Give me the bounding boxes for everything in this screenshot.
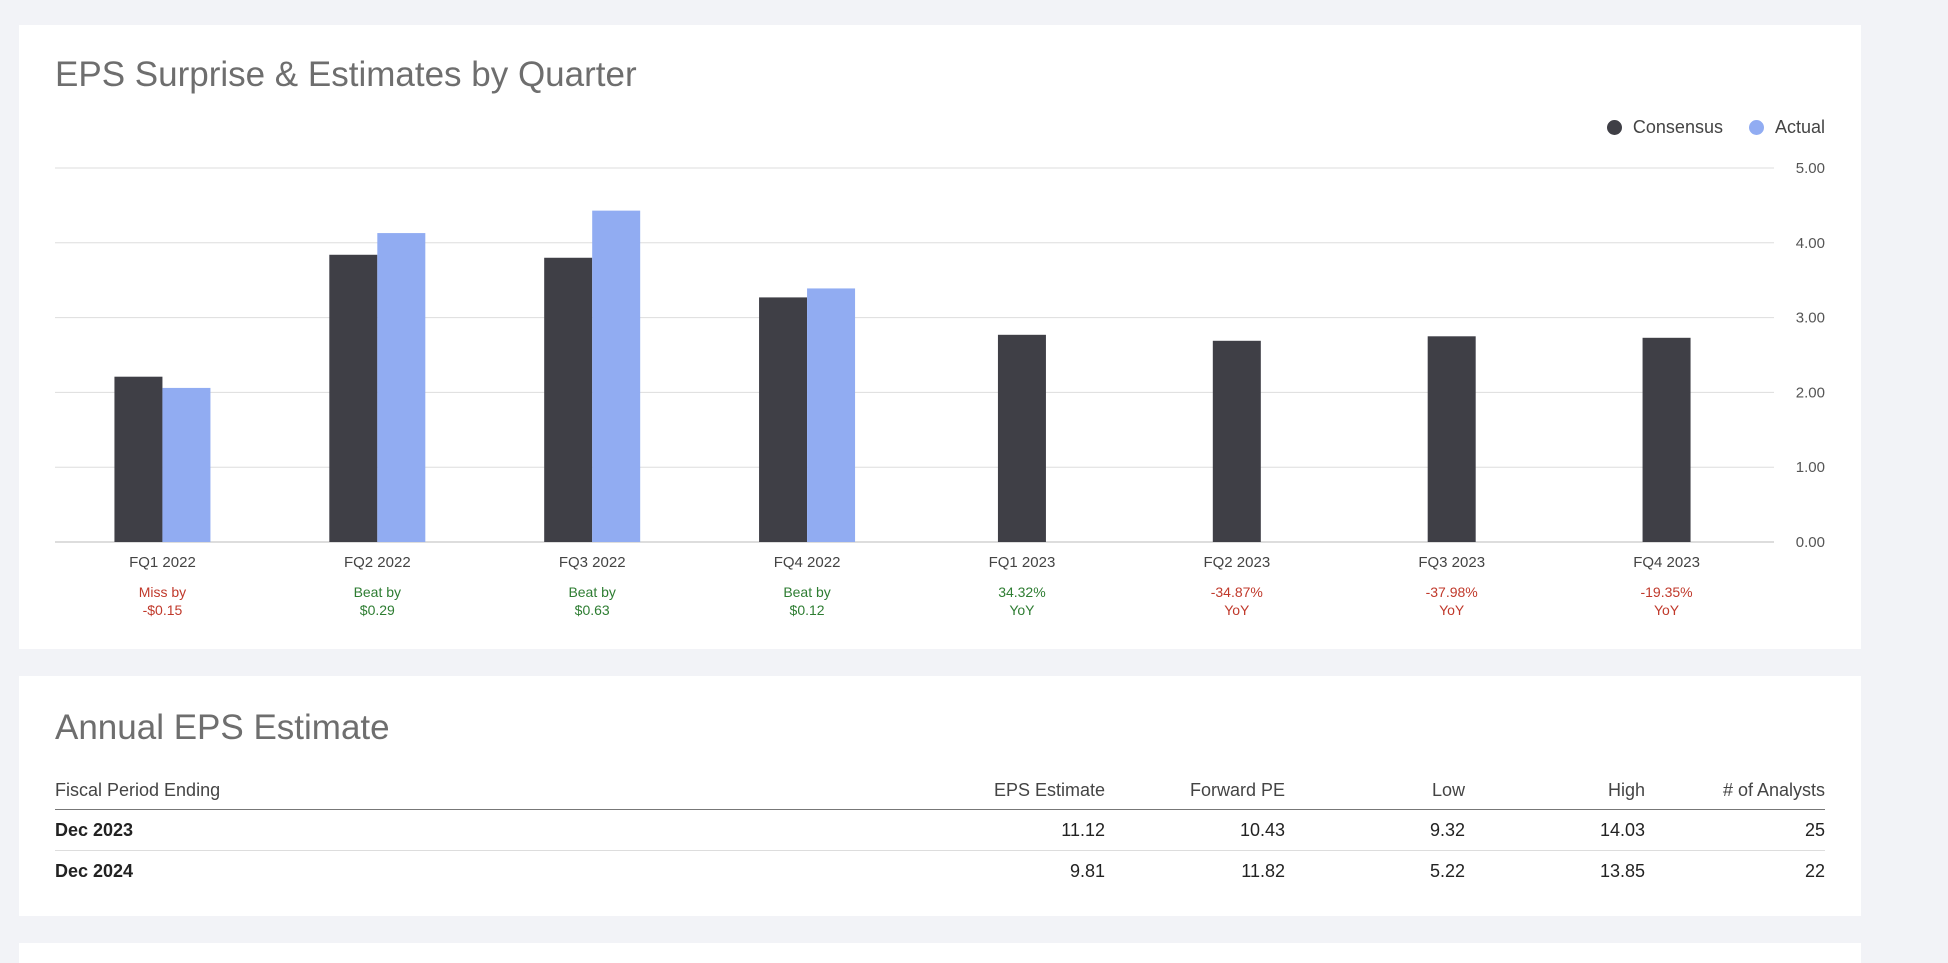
annual-eps-card: Annual EPS Estimate Fiscal Period Ending… [19,676,1861,916]
x-tick-label: FQ2 2023 [1203,554,1270,571]
cell-low: 5.22 [1429,860,1465,881]
consensus-bar [329,254,378,542]
surprise-value: YoY [1009,602,1035,618]
surprise-value: -$0.15 [143,602,183,618]
header-fiscal-period[interactable]: Fiscal Period Ending [55,771,891,810]
actual-bar [592,210,641,543]
consensus-bar [759,297,808,542]
consensus-bar [1427,336,1476,542]
header-analysts[interactable]: # of Analysts [1645,771,1825,810]
surprise-label: Beat by [783,584,830,600]
header-eps-estimate[interactable]: EPS Estimate [891,771,1105,810]
annual-title: Annual EPS Estimate [55,708,390,747]
eps-chart-card: EPS Surprise & Estimates by Quarter 5.00… [19,25,1861,649]
x-tick-label: FQ4 2022 [774,554,841,571]
consensus-dot-icon [1606,120,1622,135]
table-row: Dec 2023 11.12 10.43 9.32 14.03 25 [55,809,1825,851]
y-tick-label: 3.00 [1796,310,1825,327]
cell-low: 9.32 [1285,809,1465,851]
cell-analysts: 22 [1804,860,1825,881]
legend-label-consensus: Consensus [1632,117,1723,137]
table-header-row: Fiscal Period Ending EPS Estimate Forwar… [55,771,1825,810]
surprise-value: $0.29 [360,602,395,618]
actual-bar [807,288,856,542]
header-forward-pe[interactable]: Forward PE [1105,771,1285,810]
x-tick-label: FQ1 2022 [129,554,196,571]
x-tick-label: FQ1 2023 [989,554,1056,571]
x-tick-label: FQ4 2023 [1633,554,1700,571]
table-row: Dec 2024 9.81 11.82 5.22 13.85 22 [55,851,1825,892]
y-tick-label: 0.00 [1796,534,1825,551]
cell-period: Dec 2023 [55,809,891,851]
surprise-label: Beat by [354,584,401,600]
cell-period: Dec 2024 [55,860,134,881]
header-low[interactable]: Low [1285,771,1465,810]
y-tick-label: 1.00 [1796,459,1825,476]
surprise-label: Miss by [139,584,186,600]
surprise-label: -37.98% [1426,584,1478,600]
legend-label-actual: Actual [1774,117,1825,137]
cell-high: 14.03 [1465,809,1645,851]
surprise-label: -19.35% [1640,584,1692,600]
legend-item-consensus[interactable]: Consensus [1606,117,1723,138]
x-tick-label: FQ2 2022 [344,554,411,571]
surprise-value: $0.12 [790,602,825,618]
consensus-bar [544,257,593,542]
surprise-label: 34.32% [998,584,1045,600]
y-tick-label: 5.00 [1796,160,1825,177]
cell-eps-estimate: 11.12 [891,809,1105,851]
x-tick-label: FQ3 2022 [559,554,626,571]
consensus-bar [114,376,163,542]
y-tick-label: 2.00 [1796,384,1825,401]
consensus-bar [1642,337,1691,542]
surprise-value: $0.63 [575,602,610,618]
actual-bar [377,233,426,543]
consensus-bar [997,334,1046,542]
surprise-value: YoY [1654,602,1680,618]
header-high[interactable]: High [1465,771,1645,810]
actual-bar [162,387,211,542]
actual-dot-icon [1748,120,1764,135]
cell-high: 13.85 [1599,860,1645,881]
next-card [19,943,1861,963]
surprise-label: Beat by [568,584,615,600]
annual-eps-table: Fiscal Period Ending EPS Estimate Forwar… [55,771,1825,891]
cell-eps-estimate: 9.81 [1069,860,1105,881]
surprise-label: -34.87% [1211,584,1263,600]
chart-title: EPS Surprise & Estimates by Quarter [55,55,637,94]
y-tick-label: 4.00 [1796,235,1825,252]
cell-forward-pe: 11.82 [1241,860,1285,881]
eps-bar-chart: 5.00 4.00 3.00 2.00 1.00 0.00 FQ1 2022 Miss by -… [55,160,1825,618]
cell-analysts: 25 [1645,809,1825,851]
x-tick-label: FQ3 2023 [1418,554,1485,571]
cell-forward-pe: 10.43 [1105,809,1285,851]
legend-item-actual[interactable]: Actual [1748,117,1825,138]
consensus-bar [1212,340,1261,542]
chart-legend: Consensus Actual [1581,117,1825,138]
surprise-value: YoY [1224,602,1250,618]
surprise-value: YoY [1439,602,1465,618]
